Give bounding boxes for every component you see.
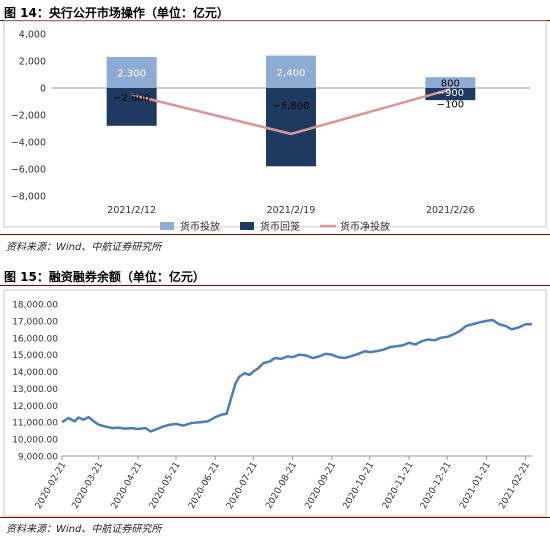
margin-balance-line bbox=[61, 318, 532, 433]
figure-14-source: 资料来源：Wind、中航证券研究所 bbox=[6, 242, 162, 253]
x-tick-label: 2021/2/26 bbox=[426, 205, 475, 216]
x-tick-label: 2021/2/12 bbox=[107, 205, 156, 216]
chart-frame bbox=[3, 289, 547, 517]
figure-14-bottom-rule bbox=[0, 234, 550, 235]
y-tick-label: 10,000.00 bbox=[12, 436, 58, 446]
figure-14-title: 图 14：央行公开市场操作（单位：亿元） bbox=[4, 6, 229, 20]
x-tick-label: 2020-11-21 bbox=[381, 461, 416, 511]
y-tick-label: −4,000 bbox=[11, 138, 46, 149]
figure-15-bottom-rule bbox=[0, 517, 550, 518]
x-tick-label: 2020-07-21 bbox=[225, 461, 260, 511]
x-tick-label: 2020-08-21 bbox=[264, 461, 299, 511]
x-tick-label: 2021-01-21 bbox=[458, 461, 493, 511]
y-tick-label: 12,000.00 bbox=[12, 402, 58, 412]
data-label-inflow: 800 bbox=[441, 79, 460, 90]
data-label-outflow: −900 bbox=[437, 88, 464, 99]
bar-inflow bbox=[266, 55, 316, 88]
bar-inflow bbox=[425, 77, 476, 88]
x-tick-label: 2021/2/19 bbox=[267, 205, 316, 216]
chart-frame bbox=[3, 20, 547, 228]
legend-label: 货币净投放 bbox=[340, 220, 390, 233]
y-tick-label: −2,000 bbox=[11, 111, 46, 122]
y-tick-label: −6,000 bbox=[11, 165, 46, 176]
y-tick-label: 16,000.00 bbox=[12, 334, 58, 344]
x-tick-label: 2020-12-21 bbox=[419, 461, 454, 511]
bar-outflow bbox=[266, 88, 316, 167]
y-tick-label: 0 bbox=[40, 84, 46, 95]
x-tick-label: 2020-03-21 bbox=[71, 461, 106, 511]
bar-outflow bbox=[106, 88, 157, 126]
y-tick-label: 15,000.00 bbox=[12, 351, 58, 361]
y-tick-label: 11,000.00 bbox=[12, 419, 58, 429]
figure-15-source: 资料来源：Wind、中航证券研究所 bbox=[6, 524, 162, 535]
legend-label: 货币投放 bbox=[180, 220, 220, 233]
legend-swatch bbox=[240, 222, 254, 230]
figure-15-title: 图 15：融资融券余额（单位：亿元） bbox=[4, 270, 205, 284]
bar-inflow bbox=[106, 56, 157, 88]
y-tick-label: 9,000.00 bbox=[18, 453, 58, 463]
margin-balance-chart: 9,000.00 10,000.00 11,000.00 12,000.00 13,00… bbox=[3, 289, 547, 517]
x-tick-label: 2021-02-21 bbox=[497, 461, 532, 511]
x-tick-label: 2020-05-21 bbox=[148, 461, 183, 511]
data-label-outflow: −5,800 bbox=[272, 101, 309, 112]
net-injection-line bbox=[131, 88, 451, 136]
y-tick-label: 17,000.00 bbox=[12, 317, 58, 327]
data-label-inflow: 2,300 bbox=[117, 68, 146, 79]
y-tick-label: 18,000.00 bbox=[12, 301, 58, 311]
x-tick-label: 2020-09-21 bbox=[304, 461, 339, 511]
data-label-net: −100 bbox=[437, 99, 464, 110]
figure-15-title-rule bbox=[0, 285, 550, 286]
y-tick-label: 4,000 bbox=[19, 30, 46, 41]
y-tick-label: −8,000 bbox=[11, 192, 46, 203]
y-tick-label: 2,000 bbox=[19, 57, 46, 68]
legend-swatch bbox=[160, 222, 174, 230]
y-tick-label: 13,000.00 bbox=[12, 385, 58, 395]
x-tick-label: 2020-04-21 bbox=[110, 461, 145, 511]
y-tick-label: 14,000.00 bbox=[12, 368, 58, 378]
x-tick-label: 2020-10-21 bbox=[342, 461, 377, 511]
bar-outflow bbox=[425, 88, 476, 101]
x-tick-label: 2020-02-21 bbox=[34, 461, 69, 511]
data-label-outflow: −2,800 bbox=[113, 93, 150, 104]
open-market-operations-chart: 4,000 2,000 0 −2,000 −4,000 −6,000 −8,000 2021/… bbox=[3, 20, 547, 233]
x-tick-label: 2020-06-21 bbox=[187, 461, 222, 511]
legend-label: 货币回笼 bbox=[260, 220, 300, 233]
data-label-inflow: 2,400 bbox=[277, 68, 306, 79]
